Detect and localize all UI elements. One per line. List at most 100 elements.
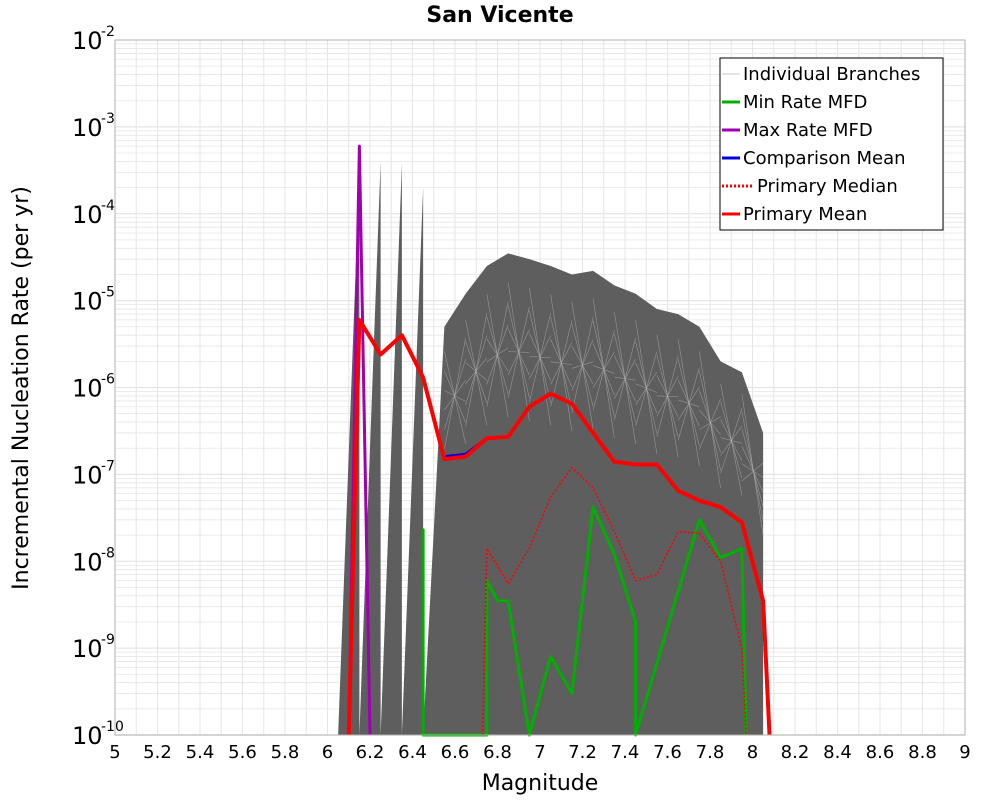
x-tick-label: 9 <box>959 742 970 763</box>
x-tick-label: 8.4 <box>823 742 852 763</box>
y-tick: 10-3 <box>72 111 115 142</box>
branch-line <box>444 370 466 423</box>
y-tick-base: 10 <box>72 27 103 55</box>
x-tick-label: 5.4 <box>186 742 215 763</box>
x-tick-label: 8 <box>747 742 758 763</box>
branch-line <box>699 416 721 430</box>
legend-box <box>719 57 944 231</box>
y-tick: 10-8 <box>72 545 115 576</box>
branch-line <box>529 312 551 402</box>
branch-line <box>699 409 721 435</box>
x-tick-label: 7.2 <box>568 742 597 763</box>
x-tick-label: 6.4 <box>398 742 427 763</box>
x-tick-label: 5.8 <box>271 742 300 763</box>
branch-envelope <box>338 161 764 735</box>
legend-item-min-rate-mfd: Min Rate MFD <box>722 92 867 113</box>
x-tick-label: 8.2 <box>781 742 810 763</box>
branch-line <box>571 317 594 413</box>
branch-line <box>507 306 530 398</box>
legend-item-comparison-mean: Comparison Mean <box>722 148 906 169</box>
x-axis-title: Magnitude <box>482 771 599 796</box>
x-tick-label: 7.8 <box>696 742 725 763</box>
x-tick-label: 8.6 <box>866 742 895 763</box>
branch-line <box>699 398 721 450</box>
y-tick-exponent: -3 <box>101 111 115 127</box>
y-tick: 10-7 <box>72 458 115 489</box>
y-tick-exponent: -10 <box>101 719 124 735</box>
legend-item-individual-branches: Individual Branches <box>722 64 920 85</box>
x-tick-label: 7 <box>534 742 545 763</box>
y-tick-exponent: -2 <box>101 24 115 40</box>
chart-title: San Vicente <box>426 3 573 28</box>
y-tick-exponent: -4 <box>101 198 115 214</box>
branch-line <box>444 351 466 444</box>
branch-line <box>741 463 764 478</box>
series-primary-mean <box>346 317 772 736</box>
y-tick: 10-2 <box>72 24 115 55</box>
branch-line <box>465 341 488 404</box>
y-tick-exponent: -5 <box>101 285 115 301</box>
branch-line <box>444 390 466 402</box>
y-tick: 10-9 <box>72 632 115 663</box>
x-tick-label: 5.2 <box>143 742 172 763</box>
branch-line <box>741 428 764 507</box>
legend-label: Max Rate MFD <box>743 120 873 141</box>
legend-label: Primary Mean <box>743 204 867 225</box>
x-tick-label: 6 <box>322 742 333 763</box>
branch-line <box>592 330 615 411</box>
branch-line <box>550 320 573 407</box>
x-axis-ticks: 5 5.2 5.4 5.6 5.8 6 6.2 6.4 6.6 6.8 7 7.2 7.4 7.6 7.8 8… <box>109 742 970 763</box>
x-tick-label: 6.2 <box>356 742 385 763</box>
y-tick-exponent: -9 <box>101 632 115 648</box>
x-tick-label: 7.4 <box>611 742 640 763</box>
y-axis-ticks: 10-210-310-410-510-610-710-810-910-10 <box>72 24 124 750</box>
branch-line <box>677 367 700 441</box>
branch-line <box>614 337 636 421</box>
legend-label: Comparison Mean <box>743 148 906 169</box>
y-tick: 10-4 <box>72 198 115 229</box>
branch-line <box>465 362 488 381</box>
y-tick: 10-10 <box>72 719 124 750</box>
y-tick-exponent: -8 <box>101 545 115 561</box>
y-tick: 10-5 <box>72 285 115 316</box>
branch-line <box>656 356 679 437</box>
y-tick-base: 10 <box>72 201 103 229</box>
branch-line <box>699 390 721 453</box>
y-tick-base: 10 <box>72 288 103 316</box>
legend: Individual Branches Min Rate MFD Max Rate … <box>719 57 944 231</box>
y-tick-base: 10 <box>72 635 103 663</box>
y-tick-base: 10 <box>72 461 103 489</box>
series-primary-median <box>481 466 747 736</box>
branch-line <box>741 462 764 482</box>
branch-line <box>635 362 658 414</box>
plot-frame <box>114 39 966 736</box>
y-tick: 10-6 <box>72 372 115 403</box>
y-tick-exponent: -6 <box>101 372 115 388</box>
y-tick-exponent: -7 <box>101 458 115 474</box>
x-tick-label: 6.6 <box>441 742 470 763</box>
y-tick-base: 10 <box>72 548 103 576</box>
x-tick-label: 7.6 <box>653 742 682 763</box>
x-tick-label: 5 <box>109 742 120 763</box>
x-tick-label: 6.8 <box>483 742 512 763</box>
branch-line <box>741 411 764 522</box>
branch-line <box>741 446 764 493</box>
legend-item-max-rate-mfd: Max Rate MFD <box>722 120 873 141</box>
legend-label: Individual Branches <box>743 64 920 85</box>
branch-line <box>465 312 488 427</box>
legend-item-primary-median: Primary Median <box>722 176 898 197</box>
legend-label: Min Rate MFD <box>743 92 867 113</box>
legend-item-primary-mean: Primary Mean <box>722 204 867 225</box>
individual-branches <box>338 161 764 735</box>
x-tick-label: 8.8 <box>908 742 937 763</box>
y-axis-title: Incremental Nucleation Rate (per yr) <box>9 186 34 590</box>
branch-line <box>444 337 466 450</box>
legend-label: Primary Median <box>757 176 898 197</box>
y-tick-base: 10 <box>72 722 103 750</box>
branch-line <box>635 351 658 427</box>
y-tick-base: 10 <box>72 375 103 403</box>
branch-line <box>720 408 743 474</box>
y-tick-base: 10 <box>72 114 103 142</box>
branch-line <box>486 301 509 407</box>
x-tick-label: 5.6 <box>228 742 257 763</box>
